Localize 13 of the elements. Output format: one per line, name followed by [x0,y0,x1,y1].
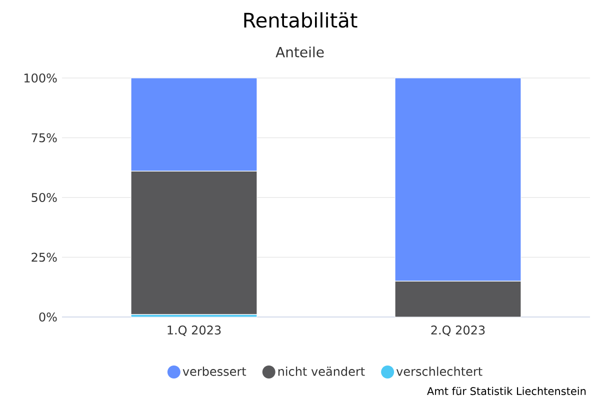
x-tick-label: 1.Q 2023 [168,326,221,336]
chart-title: Rentabilität [244,12,358,28]
y-tick-label: 75% [32,133,57,142]
x-tick-label: 2.Q 2023 [431,326,485,336]
y-tick-label: 25% [32,252,57,262]
y-tick-label: 50% [32,192,57,202]
legend-label: nicht veändert [278,366,365,376]
y-tick-label: 0% [39,312,57,322]
chart-subtitle: Anteile [276,46,324,58]
y-tick-label: 100% [24,73,57,83]
text: Amt für Statistik Liechtenstein [427,386,586,396]
legend-label: verschlechtert [396,366,482,376]
legend-label: verbessert [182,366,246,376]
